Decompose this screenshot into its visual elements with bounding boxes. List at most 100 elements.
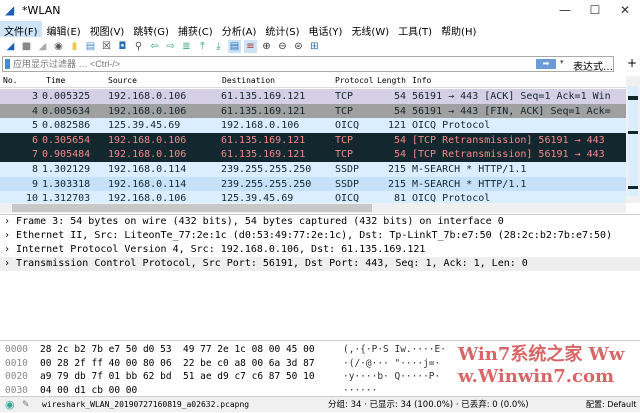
packet-no: 8: [31, 164, 38, 175]
packet-no: 6: [31, 134, 38, 146]
restart-capture-icon[interactable]: ◢: [38, 40, 47, 52]
hex-bytes: 28 2c b2 7b e7 50 d0 53 49 77 2e 1c 08 0…: [40, 344, 315, 355]
go-to-packet-icon[interactable]: ≣: [182, 40, 191, 52]
column-length[interactable]: Length: [377, 76, 406, 85]
hex-off: 0010: [5, 357, 28, 369]
menu-help[interactable]: 帮助(H): [441, 27, 477, 38]
capture-options-icon[interactable]: ◉: [54, 40, 63, 52]
packet-dst: 61.135.169.121: [221, 91, 306, 102]
hex-bytes: 04 00 d1 cb 00 00: [40, 384, 138, 396]
menu-file[interactable]: 文件(F): [0, 21, 42, 38]
capture-file-name: wireshark_WLAN_20190727160819_a02632.pca…: [42, 400, 250, 409]
display-filter-input[interactable]: [13, 58, 533, 70]
hex-off: 0020: [5, 371, 28, 382]
normal-size-icon[interactable]: ⊜: [294, 40, 303, 52]
packet-len: 54: [393, 105, 406, 117]
maximize-button[interactable]: ☐: [589, 3, 601, 17]
detail-frame[interactable]: › Frame 3: 54 bytes on wire (432 bits), …: [4, 216, 504, 227]
save-file-icon[interactable]: ▤: [85, 40, 96, 52]
packet-proto: TCP: [335, 91, 354, 102]
last-packet-icon[interactable]: ⤓: [216, 40, 221, 52]
packet-list-horizontal-scrollbar[interactable]: [0, 203, 626, 213]
minimize-button[interactable]: —: [559, 3, 571, 17]
packet-row[interactable]: 10 1.312703 192.168.0.106 125.39.45.69 OICQ 8…: [0, 191, 626, 207]
find-packet-icon[interactable]: ⚲: [134, 40, 143, 52]
reload-file-icon[interactable]: ◘: [118, 40, 127, 52]
stop-capture-icon[interactable]: ■: [21, 40, 32, 52]
detail-tcp[interactable]: › Transmission Control Protocol, Src Por…: [0, 257, 640, 271]
expression-button[interactable]: 表达式…: [573, 62, 613, 73]
packet-row[interactable]: 3 0.005325 192.168.0.106 61.135.169.121 TCP 5…: [0, 89, 626, 104]
packet-len: 54: [393, 149, 406, 161]
zoom-in-icon[interactable]: ⊕: [262, 40, 271, 52]
menu-go[interactable]: 跳转(G): [133, 27, 169, 38]
hex-ascii: ·(/·@··· "····j=·: [343, 357, 441, 369]
expert-info-icon[interactable]: ◉: [5, 398, 15, 411]
packet-row[interactable]: 8 1.302129 192.168.0.114 239.255.255.250 SSD…: [0, 162, 626, 177]
colorize-icon[interactable]: ≡: [244, 39, 257, 53]
column-info[interactable]: Info: [412, 76, 432, 85]
packet-bytes-pane: 0000 28 2c b2 7b e7 50 d0 53 49 77 2e 1c …: [0, 340, 640, 396]
bookmark-icon[interactable]: [5, 59, 10, 69]
packet-info: OICQ Protocol: [412, 120, 491, 132]
menu-edit[interactable]: 编辑(E): [46, 27, 81, 38]
column-time[interactable]: Time: [46, 76, 66, 85]
hex-bytes: 00 28 2f ff 40 00 80 06 22 be c0 a8 00 6…: [40, 357, 315, 369]
packet-no: 3: [31, 91, 38, 102]
packet-time: 0.005325: [42, 91, 91, 102]
start-capture-icon[interactable]: ◢: [6, 40, 15, 52]
auto-scroll-icon[interactable]: ▤: [228, 39, 241, 53]
hex-ascii: ······: [343, 384, 378, 396]
packet-row[interactable]: 5 0.082586 125.39.45.69 192.168.0.106 OICQ 12…: [0, 118, 626, 134]
packet-details-pane: › Frame 3: 54 bytes on wire (432 bits), …: [0, 214, 640, 334]
packet-time: 1.312703: [42, 193, 91, 205]
detail-ethernet[interactable]: › Ethernet II, Src: LiteonTe_77:2e:1c (d…: [4, 230, 613, 241]
menu-analyze[interactable]: 分析(A): [221, 27, 257, 38]
add-filter-button[interactable]: +: [627, 56, 638, 70]
go-forward-icon[interactable]: ⇨: [166, 40, 175, 52]
open-file-icon[interactable]: ▮: [71, 40, 78, 52]
packet-row[interactable]: 6 0.305654 192.168.0.106 61.135.169.121 TCP 5…: [0, 132, 626, 148]
close-file-icon[interactable]: ☒: [102, 40, 111, 52]
column-no[interactable]: No.: [3, 76, 18, 85]
packet-row[interactable]: 4 0.005634 192.168.0.106 61.135.169.121 TCP 5…: [0, 103, 626, 119]
apply-filter-arrow-icon[interactable]: ➡: [536, 59, 556, 69]
menu-tools[interactable]: 工具(T): [398, 27, 433, 38]
packet-dst: 61.135.169.121: [221, 149, 306, 161]
packet-info: [TCP Retransmission] 56191 → 443: [412, 149, 605, 161]
detail-ipv4[interactable]: › Internet Protocol Version 4, Src: 192.…: [4, 244, 426, 255]
close-button[interactable]: ✕: [619, 3, 631, 17]
zoom-out-icon[interactable]: ⊖: [278, 40, 287, 52]
capture-comment-icon[interactable]: ✎: [22, 400, 30, 410]
column-source[interactable]: Source: [108, 76, 137, 85]
menu-capture[interactable]: 捕获(C): [177, 27, 213, 38]
packet-time: 1.302129: [42, 164, 91, 175]
status-bar: ◉ ✎ wireshark_WLAN_20190727160819_a02632…: [0, 396, 640, 412]
packet-info: 56191 → 443 [ACK] Seq=1 Ack=1 Win: [412, 91, 611, 102]
filter-dropdown-icon[interactable]: ▾: [560, 58, 564, 66]
packet-src: 192.168.0.106: [108, 134, 187, 146]
packet-len: 54: [393, 134, 406, 146]
first-packet-icon[interactable]: ⤒: [200, 40, 205, 52]
packet-time: 0.005634: [42, 105, 91, 117]
packet-dst: 61.135.169.121: [221, 134, 306, 146]
profile-label[interactable]: 配置: Default: [586, 400, 637, 409]
packet-src: 192.168.0.106: [108, 149, 187, 161]
go-back-icon[interactable]: ⇦: [150, 40, 159, 52]
column-protocol[interactable]: Protocol: [335, 76, 374, 85]
resize-columns-icon[interactable]: ⊞: [310, 40, 319, 52]
menu-view[interactable]: 视图(V): [89, 27, 125, 38]
menu-telephony[interactable]: 电话(Y): [308, 27, 343, 38]
main-toolbar: ◢ ■ ◢ ◉ ▮ ▤ ☒ ◘ ⚲ ⇦ ⇨ ≣ ⤒ ⤓ ▤ ≡ ⊕ ⊖ ⊜ ⊞: [0, 37, 640, 55]
packet-info: M-SEARCH * HTTP/1.1: [412, 178, 527, 190]
packet-proto: TCP: [335, 105, 354, 117]
packet-info: OICQ Protocol: [412, 193, 491, 205]
menu-statistics[interactable]: 统计(S): [265, 27, 300, 38]
packet-list-header: No. Time Source Destination Protocol Len…: [0, 76, 626, 88]
menu-wireless[interactable]: 无线(W): [351, 27, 390, 38]
packet-row[interactable]: 7 0.905484 192.168.0.106 61.135.169.121 TCP 5…: [0, 147, 626, 163]
packet-list-vertical-scrollbar[interactable]: [626, 76, 640, 203]
column-destination[interactable]: Destination: [222, 76, 275, 85]
packet-no: 4: [31, 105, 38, 117]
packet-row[interactable]: 9 1.303318 192.168.0.114 239.255.255.250 SSD…: [0, 176, 626, 192]
